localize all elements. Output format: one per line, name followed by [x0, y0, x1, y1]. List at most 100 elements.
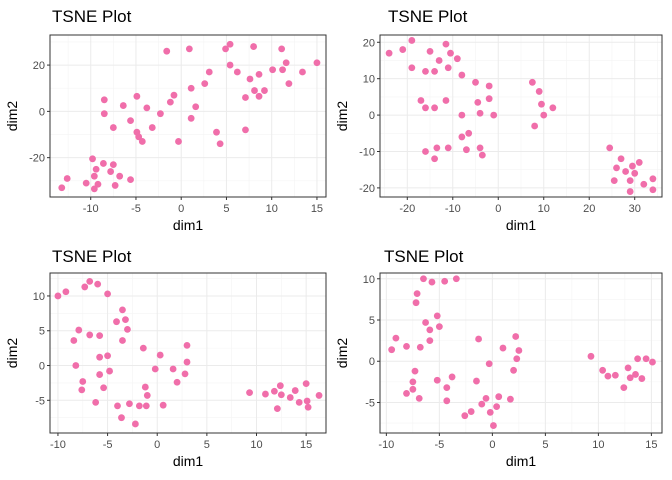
data-point — [403, 390, 410, 397]
data-point — [278, 45, 286, 53]
data-point — [143, 392, 151, 399]
x-tick-label: 0 — [178, 203, 184, 215]
data-point — [447, 49, 454, 57]
data-point — [181, 370, 189, 378]
data-point — [499, 344, 507, 352]
data-point — [465, 129, 473, 137]
y-tick-label: 20 — [363, 37, 375, 49]
data-point — [433, 376, 441, 384]
data-point — [109, 161, 117, 169]
data-point — [107, 168, 115, 175]
data-point — [92, 398, 100, 406]
data-point — [104, 352, 111, 360]
data-point — [304, 403, 312, 411]
data-point — [106, 367, 113, 375]
data-point — [213, 128, 220, 136]
data-point — [415, 394, 423, 402]
y-tick-label: 20 — [33, 60, 45, 72]
data-point — [119, 306, 126, 314]
x-tick-label: 10 — [592, 439, 604, 451]
data-point — [100, 110, 108, 118]
data-point — [139, 344, 147, 352]
chart-title: TSNE Plot — [52, 247, 132, 266]
data-point — [226, 61, 234, 69]
data-point — [170, 91, 178, 99]
y-tick-label: -20 — [29, 153, 45, 165]
data-point — [513, 355, 521, 363]
data-point — [131, 420, 139, 428]
data-point — [302, 380, 310, 388]
chart-title: TSNE Plot — [52, 7, 132, 26]
data-point — [270, 387, 278, 395]
data-point — [431, 104, 438, 112]
data-point — [649, 358, 656, 366]
x-tick-label: -5 — [103, 439, 113, 451]
data-point — [458, 71, 466, 79]
x-tick-label: 30 — [629, 203, 641, 215]
data-point — [70, 337, 78, 344]
data-point — [226, 40, 234, 48]
data-point — [443, 384, 451, 392]
data-point — [276, 382, 284, 390]
data-point — [467, 408, 475, 415]
data-point — [269, 66, 277, 74]
data-point — [141, 383, 149, 391]
data-point — [299, 68, 306, 76]
data-point — [124, 325, 131, 333]
data-point — [94, 280, 102, 288]
data-point — [388, 346, 396, 354]
x-axis-title: dim1 — [173, 453, 204, 469]
data-point — [185, 45, 193, 53]
data-point — [385, 49, 393, 57]
data-point — [478, 151, 486, 159]
data-point — [485, 360, 493, 368]
data-point — [242, 126, 249, 134]
data-point — [649, 186, 657, 194]
data-point — [143, 104, 151, 112]
y-tick-label: -5 — [35, 395, 45, 407]
data-point — [444, 144, 452, 152]
data-point — [538, 100, 545, 108]
data-point — [493, 403, 501, 411]
y-tick-label: 10 — [363, 74, 375, 86]
data-point — [89, 155, 96, 163]
data-point — [127, 117, 134, 125]
data-point — [118, 414, 125, 422]
data-point — [528, 78, 536, 86]
data-point — [148, 124, 156, 131]
data-point — [626, 374, 634, 382]
y-axis-title: dim2 — [334, 338, 350, 369]
data-point — [433, 144, 441, 152]
data-point — [474, 98, 482, 106]
data-point — [599, 366, 607, 374]
plot-area — [50, 273, 326, 433]
x-tick-label: 15 — [311, 203, 323, 215]
x-tick-label: 5 — [204, 439, 210, 451]
x-tick-label: 0 — [495, 203, 501, 215]
data-point — [413, 290, 421, 298]
data-point — [79, 378, 87, 385]
data-point — [452, 275, 460, 283]
x-tick-label: -10 — [83, 203, 99, 215]
data-point — [255, 92, 263, 100]
data-point — [478, 400, 486, 408]
data-point — [422, 104, 429, 112]
data-point — [640, 180, 648, 188]
data-point — [403, 343, 410, 350]
data-point — [262, 390, 269, 398]
data-point — [490, 111, 498, 119]
data-point — [246, 389, 253, 397]
data-point — [100, 96, 108, 104]
data-point — [620, 384, 628, 392]
data-point — [135, 402, 143, 410]
data-point — [116, 172, 124, 180]
data-point — [119, 102, 127, 109]
data-point — [408, 64, 416, 72]
panel-border — [379, 34, 663, 198]
data-point — [315, 392, 323, 399]
data-point — [399, 46, 407, 53]
data-point — [273, 405, 281, 413]
chart-panel-4: -10 -5 0 5 10 15 -5 0 5 10 TSNE Plot dim1 dim2 — [334, 247, 663, 469]
data-point — [441, 277, 449, 285]
